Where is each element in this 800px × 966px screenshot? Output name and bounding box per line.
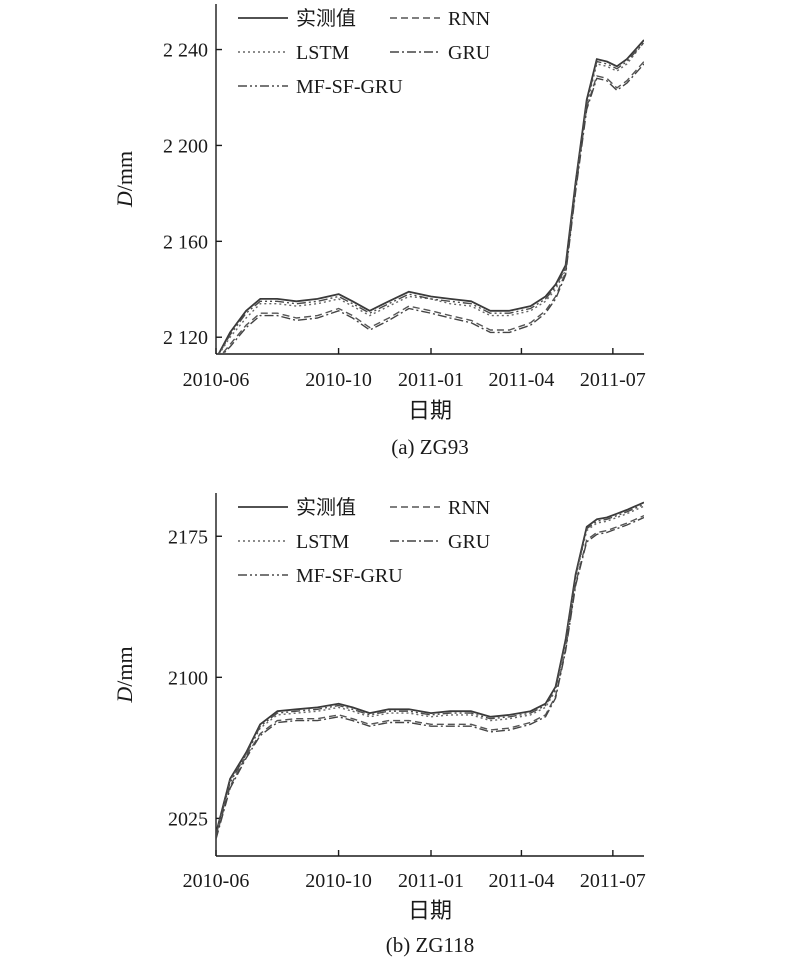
legend-label: GRU (448, 42, 491, 64)
y-axis-title: D/mm (112, 151, 137, 208)
x-tick-label: 2011-04 (488, 870, 554, 892)
y-axis-symbol: D (112, 191, 137, 208)
y-axis-symbol: D (112, 687, 137, 704)
series-line-dotted (216, 505, 644, 836)
series-line-dashdot (216, 516, 644, 840)
legend-label: LSTM (296, 531, 350, 553)
y-tick-label: 2025 (168, 808, 208, 830)
series-line-dashed (221, 61, 644, 354)
x-axis-title: 日期 (408, 898, 452, 923)
x-tick-label: 2010-06 (183, 870, 250, 892)
legend-label: MF-SF-GRU (296, 565, 403, 587)
y-tick-label: 2 200 (163, 135, 208, 157)
series-line-dashed (216, 514, 644, 838)
x-tick-label: 2011-01 (398, 870, 464, 892)
x-tick-label: 2011-07 (580, 870, 646, 892)
series-group (216, 501, 644, 840)
series-group (217, 39, 644, 354)
series-line-dashdotdot (216, 503, 644, 836)
y-tick-label: 2100 (168, 667, 208, 689)
y-axis-unit: /mm (112, 151, 137, 191)
series-line-dotted (218, 41, 644, 354)
x-tick-label: 2011-01 (398, 369, 464, 391)
y-tick-label: 2 160 (163, 231, 208, 253)
x-tick-label: 2011-04 (488, 369, 554, 391)
chart-zg118: 2010-06 2010-10 2011-01 2011-04 2011-07 2025 2… (112, 493, 646, 957)
legend-label: MF-SF-GRU (296, 76, 403, 98)
series-line-solid (216, 501, 644, 834)
figure-caption: (a) ZG93 (391, 435, 469, 459)
x-tick-label: 2011-07 (580, 369, 646, 391)
legend-label: RNN (448, 8, 490, 30)
x-tick-label: 2010-10 (305, 369, 372, 391)
y-tick-label: 2175 (168, 526, 208, 548)
y-tick-label: 2 240 (163, 40, 208, 62)
figure-caption: (b) ZG118 (386, 933, 474, 957)
legend-label: RNN (448, 497, 490, 519)
y-axis-title: D/mm (112, 646, 137, 703)
series-line-dashdotdot (218, 41, 644, 354)
x-axis-title: 日期 (408, 398, 452, 423)
x-tick-label: 2010-06 (183, 369, 250, 391)
legend-label: LSTM (296, 42, 350, 64)
legend-label: 实测值 (296, 7, 356, 30)
legend-label: 实测值 (296, 496, 356, 519)
chart-zg93: 2010-06 2010-10 2011-01 2011-04 2011-07 2 120… (112, 4, 646, 459)
y-axis-unit: /mm (112, 646, 137, 686)
x-tick-label: 2010-10 (305, 870, 372, 892)
y-tick-label: 2 120 (163, 327, 208, 349)
series-line-dashdot (222, 63, 644, 354)
legend-label: GRU (448, 531, 491, 553)
